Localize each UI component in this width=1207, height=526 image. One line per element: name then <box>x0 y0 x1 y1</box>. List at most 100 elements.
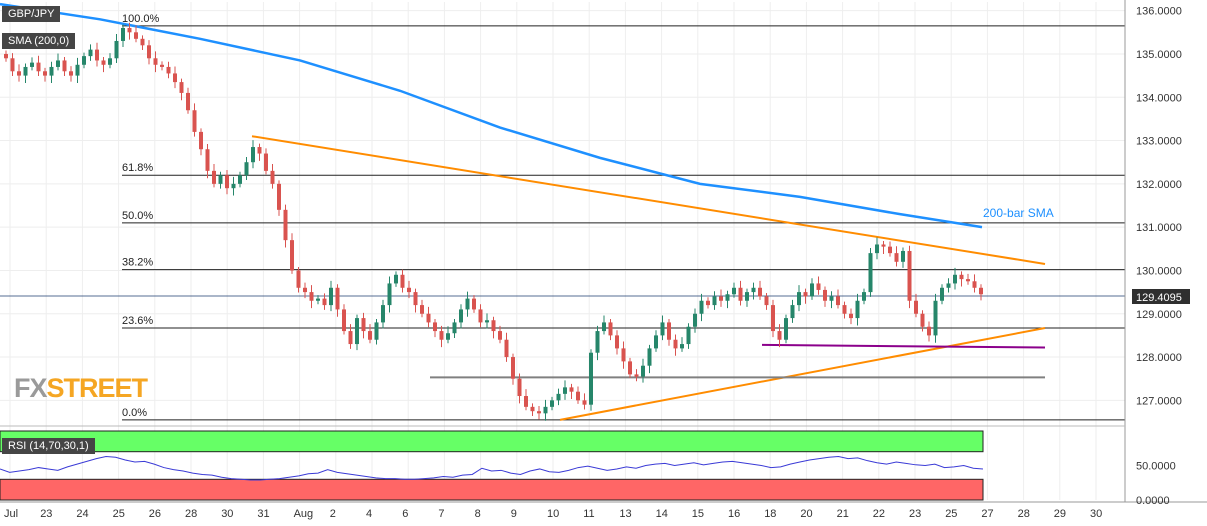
candle <box>595 325 600 361</box>
candle <box>485 313 489 329</box>
candle <box>270 163 275 189</box>
fib-label: 100.0% <box>122 13 160 25</box>
candle-body <box>264 153 268 171</box>
candle-body <box>140 38 145 46</box>
fibonacci-levels: 100.0% 61.8% 50.0% 38.2% 23.6% 0.0% <box>0 13 1125 421</box>
last-price-label: 129.4095 <box>1136 292 1182 304</box>
candle-body <box>335 287 340 310</box>
candle <box>576 386 580 404</box>
candle-body <box>719 296 723 301</box>
candle-body <box>530 406 535 412</box>
candle <box>764 292 769 310</box>
candle <box>881 241 886 254</box>
candle-body <box>517 378 522 397</box>
time-tick-label: 25 <box>113 508 125 520</box>
candle-body <box>95 49 99 61</box>
time-tick-label: 22 <box>873 508 885 520</box>
candle-body <box>751 287 756 293</box>
candle-body <box>706 300 710 306</box>
candle <box>699 293 704 322</box>
candle <box>95 42 99 67</box>
candle-body <box>582 400 587 405</box>
candle-body <box>329 287 333 306</box>
candle-body <box>608 322 613 336</box>
candle-body <box>446 333 450 340</box>
candle-body <box>758 287 762 297</box>
candle-body <box>589 352 593 405</box>
candle-body <box>953 274 957 284</box>
candle <box>459 304 463 329</box>
time-tick-label: 25 <box>945 508 957 520</box>
candle <box>777 324 782 348</box>
candle-body <box>888 246 892 254</box>
time-tick-label: 14 <box>656 508 668 520</box>
candle <box>387 276 392 313</box>
trendline-horizontal-support <box>761 343 1046 349</box>
fib-label: 0.0% <box>122 407 147 419</box>
candle-body <box>36 62 41 72</box>
candle-body <box>823 289 827 301</box>
time-tick-label: Jul <box>4 508 18 520</box>
time-tick-label: 27 <box>981 508 993 520</box>
candle-body <box>361 318 366 332</box>
time-tick-label: 8 <box>475 508 481 520</box>
candle-body <box>381 305 385 323</box>
candle-body <box>82 56 86 65</box>
candle <box>192 103 197 137</box>
candle-body <box>615 335 619 349</box>
rsi-panel <box>0 430 984 501</box>
candle-body <box>771 305 775 332</box>
candle <box>966 273 970 285</box>
candle-body <box>290 240 294 271</box>
candle <box>30 57 34 71</box>
candle-body <box>563 387 567 394</box>
candle-body <box>940 287 944 301</box>
time-tick-label: 10 <box>547 508 559 520</box>
price-tick-label: 134.0000 <box>1136 92 1182 104</box>
price-tick-label: 128.0000 <box>1136 352 1182 364</box>
candle-body <box>186 92 190 111</box>
price-tick-label: 130.0000 <box>1136 265 1182 277</box>
candle <box>784 314 788 344</box>
candle <box>277 180 281 216</box>
candle <box>927 321 931 342</box>
time-tick-label: 30 <box>1090 508 1102 520</box>
candle <box>420 299 424 318</box>
candle-body <box>4 53 8 59</box>
candle <box>608 318 613 341</box>
candle <box>751 282 756 300</box>
candle <box>17 64 21 82</box>
candle <box>478 304 483 328</box>
candle-body <box>283 209 288 241</box>
fib-label: 50.0% <box>122 210 153 222</box>
candle <box>88 44 93 61</box>
fib-label: 61.8% <box>122 162 153 174</box>
price-tick-label: 136.0000 <box>1136 6 1182 18</box>
candle-body <box>400 274 405 288</box>
candle <box>205 144 210 179</box>
candle-body <box>491 320 496 332</box>
candle-body <box>69 71 73 76</box>
candle <box>550 396 554 411</box>
candle <box>829 291 834 309</box>
candle <box>602 315 606 335</box>
candle <box>264 148 268 175</box>
time-tick-label: 28 <box>185 508 197 520</box>
candle <box>745 288 749 307</box>
time-tick-label: 15 <box>692 508 704 520</box>
candle <box>706 297 710 309</box>
candle-body <box>712 296 717 306</box>
price-tick-label: 127.0000 <box>1136 395 1182 407</box>
candle <box>400 269 405 293</box>
candle <box>36 55 41 77</box>
candle <box>842 301 847 319</box>
candle-body <box>901 250 905 262</box>
candle <box>153 51 158 73</box>
candle <box>504 332 509 362</box>
candle-body <box>114 40 119 59</box>
candle <box>563 380 567 400</box>
rsi-tick-label: 0.0000 <box>1136 495 1170 507</box>
candle <box>888 241 892 257</box>
candle <box>212 163 216 188</box>
candle <box>771 299 775 338</box>
